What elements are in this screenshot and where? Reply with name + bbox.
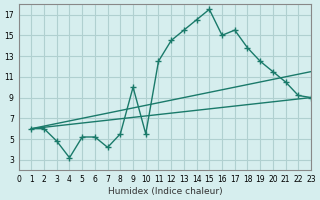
X-axis label: Humidex (Indice chaleur): Humidex (Indice chaleur) [108, 187, 222, 196]
